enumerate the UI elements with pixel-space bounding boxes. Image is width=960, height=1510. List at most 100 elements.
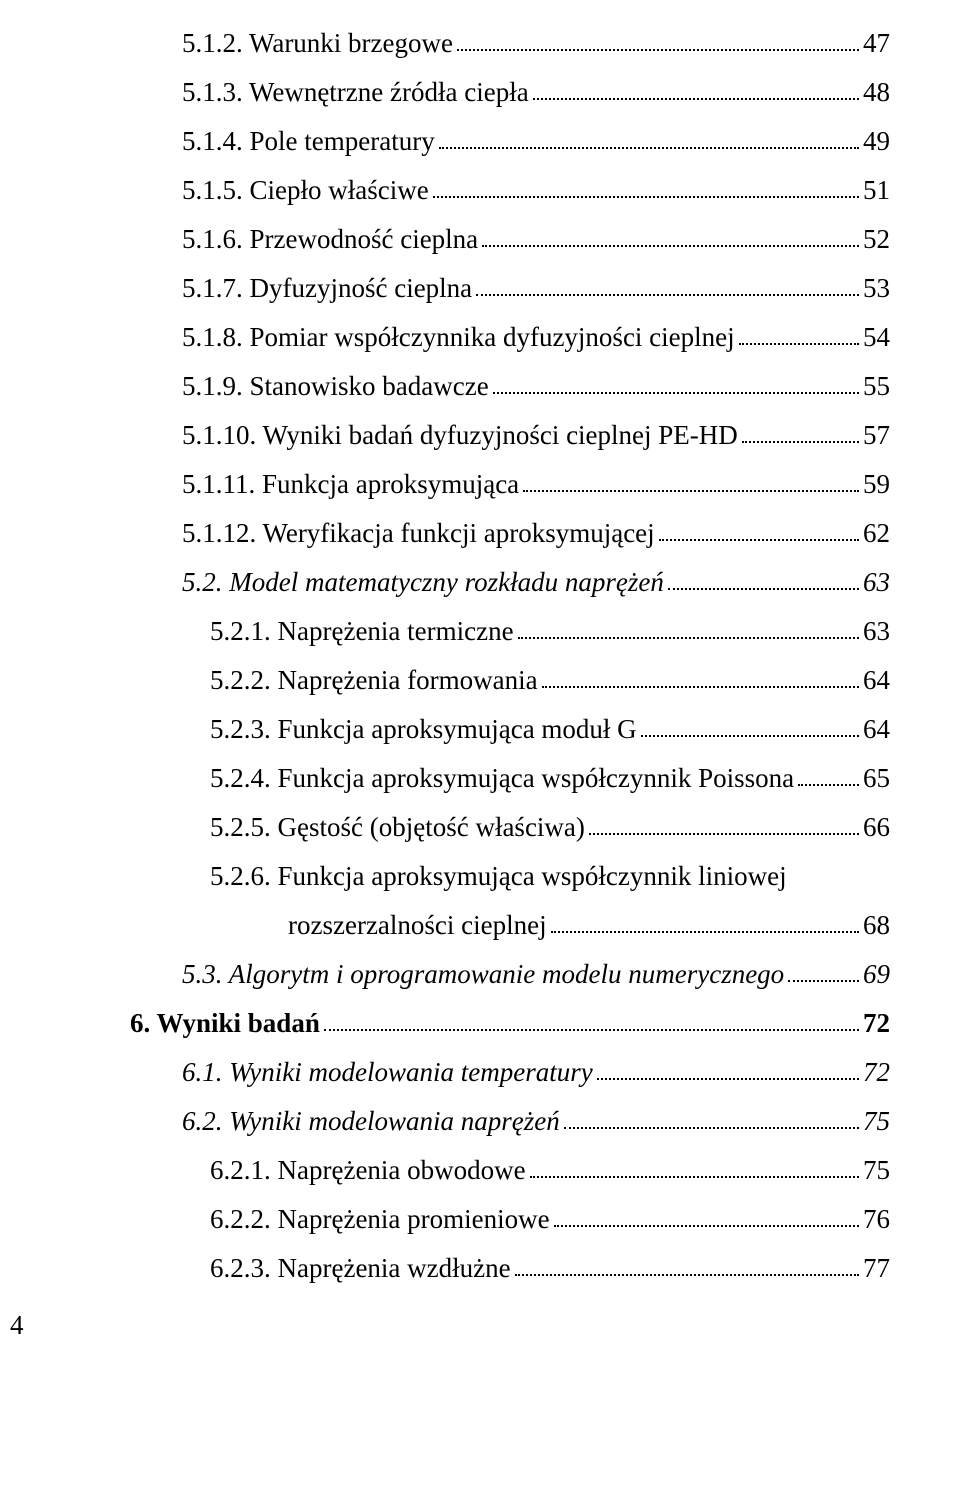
toc-page: 77 xyxy=(863,1255,890,1282)
toc-label: 5.1.11. Funkcja aproksymująca xyxy=(182,471,519,498)
toc-leader xyxy=(551,931,859,933)
toc-entry: 6.2. Wyniki modelowania naprężeń 75 xyxy=(130,1108,890,1135)
toc-page: 75 xyxy=(863,1108,890,1135)
toc-label: 6.2.2. Naprężenia promieniowe xyxy=(210,1206,550,1233)
toc-label: 6.2. Wyniki modelowania naprężeń xyxy=(182,1108,560,1135)
toc-label: 6.1. Wyniki modelowania temperatury xyxy=(182,1059,593,1086)
toc-leader xyxy=(564,1127,859,1129)
toc-entry: 5.2.5. Gęstość (objętość właściwa) 66 xyxy=(130,814,890,841)
toc-entry: 5.1.4. Pole temperatury 49 xyxy=(130,128,890,155)
toc-leader xyxy=(518,637,859,639)
toc-leader xyxy=(457,49,859,51)
toc-entry: 5.2.6. Funkcja aproksymująca współczynni… xyxy=(130,863,890,939)
toc-entry: 5.1.2. Warunki brzegowe 47 xyxy=(130,30,890,57)
toc-page: 55 xyxy=(863,373,890,400)
toc-page: 63 xyxy=(863,569,890,596)
toc-page: 63 xyxy=(863,618,890,645)
toc-leader xyxy=(523,490,859,492)
toc-page: 59 xyxy=(863,471,890,498)
toc-entry: 5.1.6. Przewodność cieplna 52 xyxy=(130,226,890,253)
toc-leader xyxy=(439,147,859,149)
toc-leader xyxy=(597,1078,859,1080)
toc-leader xyxy=(515,1274,859,1276)
toc-leader xyxy=(530,1176,859,1178)
toc-entry: 5.2.1. Naprężenia termiczne 63 xyxy=(130,618,890,645)
toc-leader xyxy=(641,735,859,737)
toc-leader xyxy=(493,392,859,394)
toc-leader xyxy=(739,343,859,345)
toc-leader xyxy=(589,833,859,835)
toc-label: 6.2.1. Naprężenia obwodowe xyxy=(210,1157,526,1184)
toc-label: 5.2.4. Funkcja aproksymująca współczynni… xyxy=(210,765,794,792)
toc-label-line2: rozszerzalności cieplnej xyxy=(210,912,547,939)
toc-label: 5.1.2. Warunki brzegowe xyxy=(182,30,453,57)
table-of-contents: 5.1.2. Warunki brzegowe 47 5.1.3. Wewnętrz… xyxy=(130,30,890,1282)
toc-label: 5.1.10. Wyniki badań dyfuzyjności ciepln… xyxy=(182,422,738,449)
toc-label: 6. Wyniki badań xyxy=(130,1010,320,1037)
toc-label: 5.1.6. Przewodność cieplna xyxy=(182,226,478,253)
toc-page: 76 xyxy=(863,1206,890,1233)
toc-page: 75 xyxy=(863,1157,890,1184)
toc-label-line1: 5.2.6. Funkcja aproksymująca współczynni… xyxy=(210,863,890,890)
toc-entry: 5.1.10. Wyniki badań dyfuzyjności ciepln… xyxy=(130,422,890,449)
toc-label: 5.1.5. Ciepło właściwe xyxy=(182,177,429,204)
toc-label: 5.1.3. Wewnętrzne źródła ciepła xyxy=(182,79,529,106)
toc-entry: 5.2.4. Funkcja aproksymująca współczynni… xyxy=(130,765,890,792)
toc-page: 69 xyxy=(863,961,890,988)
toc-entry: 5.1.12. Weryfikacja funkcji aproksymując… xyxy=(130,520,890,547)
toc-entry: 5.3. Algorytm i oprogramowanie modelu nu… xyxy=(130,961,890,988)
toc-leader xyxy=(798,784,859,786)
toc-leader xyxy=(742,441,859,443)
toc-leader xyxy=(659,539,859,541)
toc-entry: 6.2.3. Naprężenia wzdłużne 77 xyxy=(130,1255,890,1282)
toc-page: 64 xyxy=(863,716,890,743)
toc-label: 5.1.12. Weryfikacja funkcji aproksymując… xyxy=(182,520,655,547)
toc-entry: 5.2. Model matematyczny rozkładu napręże… xyxy=(130,569,890,596)
toc-leader xyxy=(668,588,859,590)
page-number: 4 xyxy=(10,1312,890,1339)
toc-leader xyxy=(533,98,859,100)
toc-entry: 6.2.1. Naprężenia obwodowe 75 xyxy=(130,1157,890,1184)
toc-entry: 5.1.5. Ciepło właściwe 51 xyxy=(130,177,890,204)
toc-label: 5.2.5. Gęstość (objętość właściwa) xyxy=(210,814,585,841)
toc-leader xyxy=(554,1225,859,1227)
toc-page: 65 xyxy=(863,765,890,792)
toc-page: 47 xyxy=(863,30,890,57)
toc-page: 68 xyxy=(863,912,890,939)
toc-label: 5.1.7. Dyfuzyjność cieplna xyxy=(182,275,472,302)
toc-page: 53 xyxy=(863,275,890,302)
toc-page: 64 xyxy=(863,667,890,694)
toc-page: 51 xyxy=(863,177,890,204)
toc-leader xyxy=(324,1029,859,1031)
toc-entry: 6. Wyniki badań72 xyxy=(130,1010,890,1037)
toc-page: 48 xyxy=(863,79,890,106)
toc-page: 66 xyxy=(863,814,890,841)
toc-entry: 5.1.7. Dyfuzyjność cieplna 53 xyxy=(130,275,890,302)
toc-page: 57 xyxy=(863,422,890,449)
toc-page: 49 xyxy=(863,128,890,155)
toc-label: 5.3. Algorytm i oprogramowanie modelu nu… xyxy=(182,961,784,988)
toc-entry: 5.1.9. Stanowisko badawcze 55 xyxy=(130,373,890,400)
toc-leader xyxy=(476,294,859,296)
toc-label: 5.2. Model matematyczny rozkładu napręże… xyxy=(182,569,664,596)
toc-label: 5.1.4. Pole temperatury xyxy=(182,128,435,155)
toc-leader xyxy=(788,980,859,982)
toc-label: 6.2.3. Naprężenia wzdłużne xyxy=(210,1255,511,1282)
toc-page: 52 xyxy=(863,226,890,253)
toc-page: 54 xyxy=(863,324,890,351)
toc-entry: 5.1.11. Funkcja aproksymująca 59 xyxy=(130,471,890,498)
toc-label: 5.2.1. Naprężenia termiczne xyxy=(210,618,514,645)
toc-entry: 5.2.2. Naprężenia formowania 64 xyxy=(130,667,890,694)
toc-entry: 6.1. Wyniki modelowania temperatury72 xyxy=(130,1059,890,1086)
toc-entry: 5.1.3. Wewnętrzne źródła ciepła 48 xyxy=(130,79,890,106)
toc-leader xyxy=(542,686,859,688)
toc-label: 5.1.8. Pomiar współczynnika dyfuzyjności… xyxy=(182,324,735,351)
toc-page: 62 xyxy=(863,520,890,547)
toc-label: 5.2.2. Naprężenia formowania xyxy=(210,667,538,694)
toc-entry: 5.1.8. Pomiar współczynnika dyfuzyjności… xyxy=(130,324,890,351)
toc-leader xyxy=(482,245,859,247)
toc-entry: 6.2.2. Naprężenia promieniowe 76 xyxy=(130,1206,890,1233)
toc-label: 5.1.9. Stanowisko badawcze xyxy=(182,373,489,400)
toc-entry: 5.2.3. Funkcja aproksymująca moduł G 64 xyxy=(130,716,890,743)
toc-label: 5.2.3. Funkcja aproksymująca moduł G xyxy=(210,716,637,743)
